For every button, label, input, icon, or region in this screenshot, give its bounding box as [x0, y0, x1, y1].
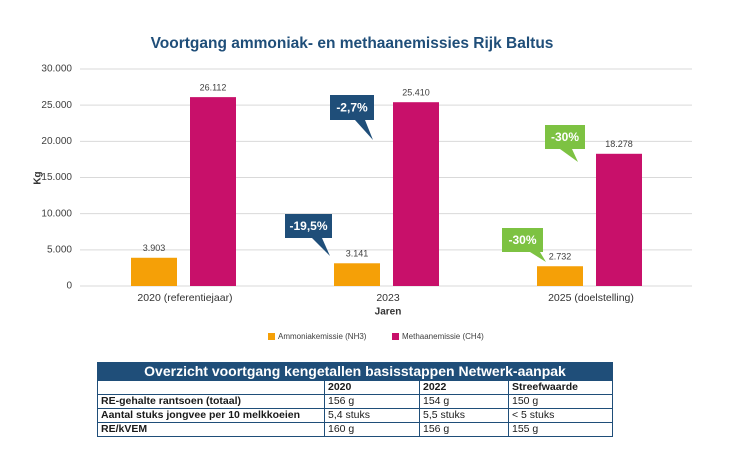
callout-tail [355, 120, 373, 140]
header-cell: Streefwaarde [508, 380, 613, 395]
cell: 156 g [324, 394, 420, 409]
chart-title: Voortgang ammoniak- en methaanemissies R… [151, 35, 554, 52]
y-tick-label: 25.000 [41, 100, 72, 111]
table-title: Overzicht voortgang kengetallen basissta… [97, 362, 613, 381]
x-tick-label: 2023 [376, 292, 400, 304]
callout-tail [560, 149, 578, 162]
y-tick-label: 30.000 [41, 64, 72, 75]
annotation: -30% [508, 233, 536, 247]
value-label: 2.732 [549, 252, 572, 262]
value-label: 18.278 [605, 139, 633, 149]
annotation: -19,5% [289, 219, 327, 233]
cell: 5,5 stuks [419, 408, 509, 423]
row-label: RE-gehalte rantsoen (totaal) [97, 394, 325, 409]
cell: < 5 stuks [508, 408, 613, 423]
legend-swatch [392, 333, 399, 340]
callout-box [502, 228, 543, 252]
annotation: -2,7% [336, 101, 368, 115]
cell: 150 g [508, 394, 613, 409]
legend-swatch [268, 333, 275, 340]
cell: 155 g [508, 422, 613, 437]
cell: 156 g [419, 422, 509, 437]
callout-tail [530, 252, 546, 262]
row-label: Aantal stuks jongvee per 10 melkkoeien [97, 408, 325, 423]
y-axis-title: Kg [33, 171, 44, 184]
legend-label: Methaanemissie (CH4) [402, 332, 484, 341]
value-label: 3.141 [346, 249, 369, 259]
x-tick-label: 2020 (referentiejaar) [137, 292, 232, 304]
header-cell: 2020 [324, 380, 420, 395]
annotation: -30% [551, 130, 579, 144]
bar [131, 257, 177, 286]
cell: 5,4 stuks [324, 408, 420, 423]
callout-box [285, 214, 332, 238]
bar [190, 97, 236, 286]
y-tick-label: 5.000 [47, 244, 72, 255]
bar [393, 102, 439, 287]
y-tick-label: 0 [66, 281, 72, 292]
value-label: 3.903 [143, 243, 166, 253]
cell: 160 g [324, 422, 420, 437]
callout-tail [312, 238, 330, 256]
cell: 154 g [419, 394, 509, 409]
chart: Voortgang ammoniak- en methaanemissies R… [33, 35, 692, 341]
bar [537, 266, 583, 286]
bar [596, 153, 642, 286]
row-label: RE/kVEM [97, 422, 325, 437]
x-tick-label: 2025 (doelstelling) [548, 292, 634, 304]
y-tick-label: 15.000 [41, 172, 72, 183]
y-tick-label: 20.000 [41, 136, 72, 147]
x-axis-title: Jaren [375, 307, 402, 318]
value-label: 26.112 [200, 82, 227, 92]
bar [334, 263, 380, 286]
header-cell: 2022 [419, 380, 509, 395]
table: Overzicht voortgang kengetallen basissta… [97, 362, 613, 437]
callout-box [545, 125, 585, 149]
y-tick-label: 10.000 [41, 208, 72, 219]
legend-label: Ammoniakemissie (NH3) [278, 332, 367, 341]
callout-box [330, 95, 374, 120]
value-label: 25.410 [402, 88, 430, 98]
header-cell [97, 380, 325, 395]
